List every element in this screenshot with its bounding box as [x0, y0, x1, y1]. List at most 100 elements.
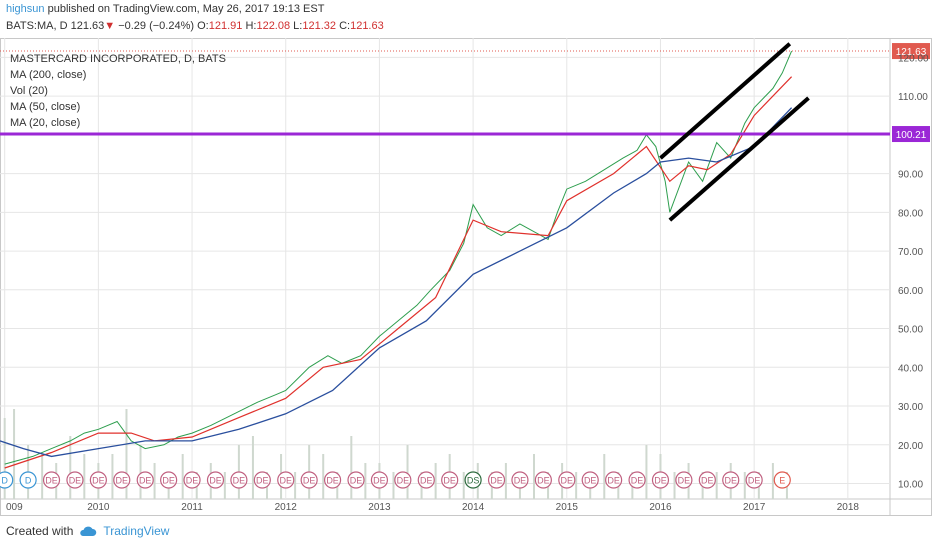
event-marker[interactable]: [464, 471, 482, 489]
event-marker[interactable]: [136, 471, 154, 489]
legend-ma20[interactable]: MA (20, close): [10, 117, 80, 129]
y-tick-label: 80.00: [898, 208, 923, 219]
event-marker[interactable]: [745, 471, 763, 489]
volume-bar: [771, 463, 774, 499]
event-marker-label: DE: [607, 476, 620, 486]
volume-bar: [294, 472, 297, 499]
volume-bar: [13, 409, 16, 499]
publish-line: highsun published on TradingView.com, Ma…: [6, 3, 324, 15]
event-marker[interactable]: [722, 471, 740, 489]
chart-frame[interactable]: 100.21 121.63 D D DE DE DE DE DE DE DE DE DE DE DE DE D…: [0, 38, 932, 516]
channel-trendline[interactable]: [668, 96, 810, 222]
event-marker-label: DE: [490, 476, 503, 486]
event-marker-label: DE: [69, 476, 82, 486]
series-line-price: [4, 50, 793, 465]
event-marker[interactable]: [253, 471, 271, 489]
cloud-icon: [80, 526, 97, 536]
price-chart[interactable]: 100.21 121.63 D D DE DE DE DE DE DE DE DE DE DE DE DE D…: [0, 38, 932, 516]
volume-bar: [83, 454, 86, 499]
volume-bar: [153, 463, 156, 499]
event-marker[interactable]: [581, 471, 599, 489]
event-marker[interactable]: [441, 471, 459, 489]
event-marker-label: DE: [420, 476, 433, 486]
event-marker[interactable]: [230, 471, 248, 489]
event-marker[interactable]: [698, 471, 716, 489]
event-marker[interactable]: [558, 471, 576, 489]
event-marker[interactable]: [89, 471, 107, 489]
high-label: H:: [245, 20, 257, 32]
y-tick-label: 50.00: [898, 325, 923, 336]
event-marker[interactable]: [42, 471, 61, 489]
x-tick-label: 2013: [368, 502, 391, 513]
x-tick-label: 2010: [87, 502, 110, 513]
volume-bar: [251, 436, 254, 499]
event-marker[interactable]: [183, 471, 201, 489]
volume-bar: [392, 472, 395, 499]
channel-trendline[interactable]: [659, 42, 792, 160]
event-marker[interactable]: [394, 471, 412, 489]
y-tick-label: 30.00: [898, 402, 923, 413]
volume-bar: [111, 454, 114, 499]
volume-bar: [575, 472, 578, 499]
event-marker[interactable]: [0, 471, 14, 489]
event-marker[interactable]: [19, 471, 37, 489]
event-marker[interactable]: [651, 471, 670, 489]
event-marker[interactable]: [511, 471, 529, 489]
event-marker-label: DE: [654, 476, 667, 486]
event-marker-label: DE: [678, 476, 691, 486]
chart-title: MASTERCARD INCORPORATED, D, BATS: [10, 53, 226, 65]
event-marker-label: DE: [256, 476, 269, 486]
event-marker-label: DE: [514, 476, 527, 486]
event-marker[interactable]: [534, 471, 552, 489]
author-link[interactable]: highsun: [6, 3, 45, 15]
event-marker-label: DS: [467, 476, 480, 486]
event-marker-label: DE: [748, 476, 761, 486]
event-marker[interactable]: [370, 471, 389, 489]
event-marker[interactable]: [487, 471, 506, 489]
volume-bar: [69, 436, 72, 499]
event-marker-label: DE: [631, 476, 644, 486]
open-value: 121.91: [208, 20, 243, 32]
volume-bar: [533, 454, 535, 499]
event-marker-label: DE: [537, 476, 550, 486]
event-marker-label: DE: [45, 476, 58, 486]
legend-vol[interactable]: Vol (20): [10, 85, 48, 97]
low-label: L:: [293, 20, 303, 32]
event-marker[interactable]: [605, 471, 623, 489]
event-marker-label: DE: [397, 476, 410, 486]
event-marker[interactable]: [66, 471, 84, 489]
event-marker-label: E: [779, 476, 785, 486]
close-label: C:: [339, 20, 351, 32]
event-marker[interactable]: [300, 471, 318, 489]
volume-bar: [139, 445, 142, 499]
x-tick-label: 2015: [556, 502, 579, 513]
y-tick-label: 60.00: [898, 286, 923, 297]
event-marker[interactable]: [628, 471, 646, 489]
legend-ma50[interactable]: MA (50, close): [10, 101, 80, 113]
event-marker[interactable]: [417, 471, 435, 489]
event-marker[interactable]: [675, 471, 693, 489]
event-marker-label: DE: [186, 476, 199, 486]
event-marker[interactable]: [347, 471, 365, 489]
event-marker[interactable]: [206, 471, 225, 489]
event-marker[interactable]: [160, 471, 178, 489]
legend-ma200[interactable]: MA (200, close): [10, 69, 86, 81]
event-marker-label: DE: [162, 476, 175, 486]
event-marker[interactable]: [323, 471, 342, 489]
event-marker[interactable]: [277, 471, 295, 489]
volume-bar: [223, 472, 226, 499]
last-price-label: 121.63: [896, 47, 927, 58]
volume-bar: [603, 454, 606, 499]
x-tick-label: 2018: [837, 502, 860, 513]
volume-bar: [41, 454, 44, 499]
event-marker[interactable]: [773, 471, 791, 489]
event-marker-label: DE: [209, 476, 222, 486]
tradingview-logo-text[interactable]: TradingView: [103, 524, 170, 538]
event-marker-label: DE: [139, 476, 152, 486]
x-tick-label: 2011: [181, 502, 203, 513]
event-marker-label: DE: [724, 476, 737, 486]
down-arrow-icon: ▼: [104, 20, 116, 32]
volume-bar: [3, 418, 6, 499]
y-tick-label: 110.00: [898, 92, 928, 103]
event-marker[interactable]: [113, 471, 131, 489]
